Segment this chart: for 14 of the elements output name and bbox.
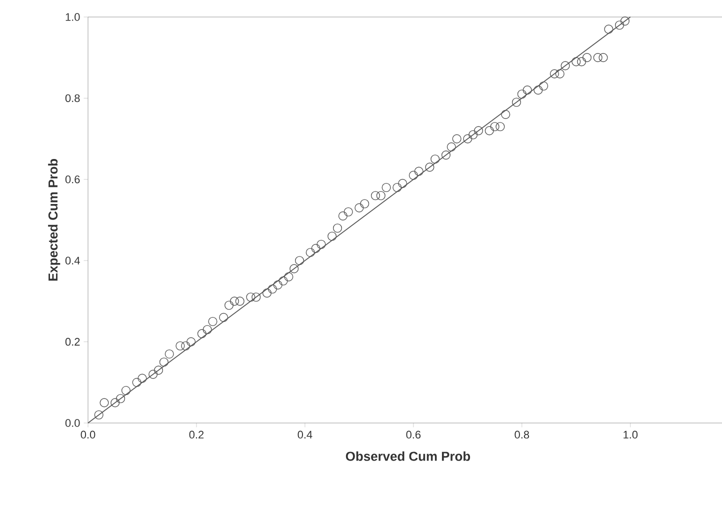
y-tick-label: 0.6 bbox=[65, 176, 80, 184]
y-tick-label: 0.8 bbox=[65, 94, 80, 102]
y-tick-label: 1.0 bbox=[66, 13, 80, 21]
x-tick-label: 0.8 bbox=[514, 430, 530, 439]
y-tick-label: 0.2 bbox=[65, 338, 80, 346]
x-tick-label: 0.6 bbox=[406, 430, 421, 439]
x-tick-label: 1.0 bbox=[624, 430, 638, 439]
x-tick-label: 0.2 bbox=[189, 430, 204, 439]
x-axis-title: Observed Cum Prob bbox=[346, 451, 470, 461]
y-axis-title: Expected Cum Prob bbox=[48, 159, 60, 281]
y-tick-label: 0.4 bbox=[65, 256, 80, 264]
x-tick-label: 0.0 bbox=[80, 430, 96, 439]
x-tick-label: 0.4 bbox=[298, 430, 312, 439]
y-tick-label: 0.0 bbox=[65, 419, 80, 427]
